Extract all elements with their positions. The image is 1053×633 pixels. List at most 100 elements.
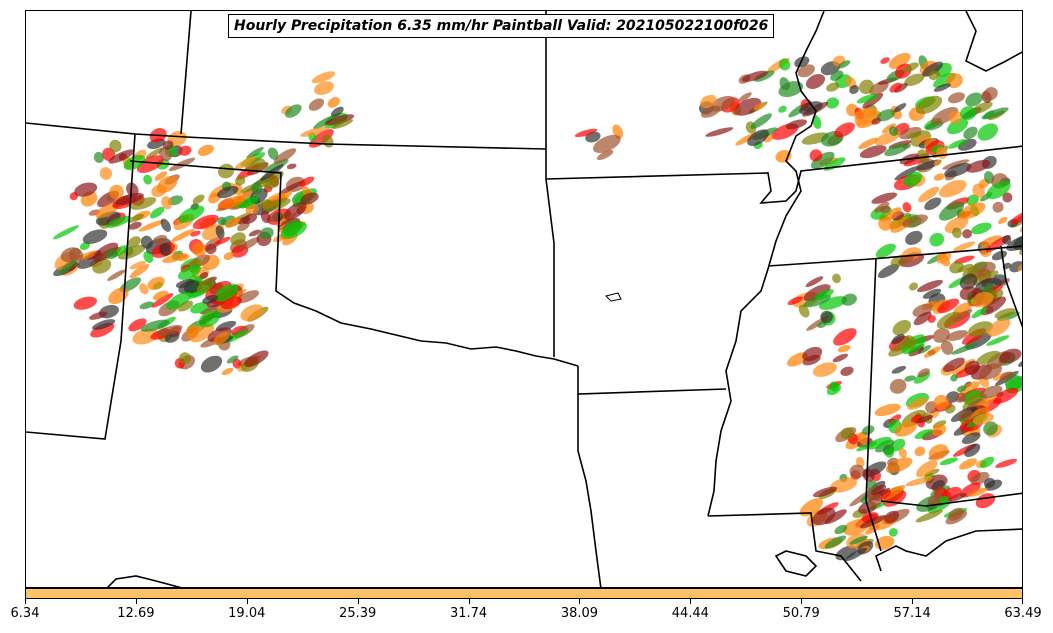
precip-blob — [256, 170, 284, 188]
precip-blob — [797, 64, 815, 78]
precip-blob — [117, 244, 146, 260]
precip-blob — [869, 81, 889, 95]
precip-blob — [854, 108, 872, 121]
precip-blob — [834, 524, 848, 535]
precip-blob — [810, 151, 835, 169]
precip-blob — [868, 492, 883, 507]
precip-blob — [834, 122, 855, 138]
precip-blob — [74, 182, 98, 197]
precip-blob — [218, 163, 235, 179]
precip-blob — [840, 427, 854, 440]
precip-blob — [938, 180, 967, 198]
precip-blob — [109, 184, 124, 200]
border-line — [545, 145, 1022, 204]
precip-blob — [178, 145, 192, 156]
precip-blob — [143, 174, 153, 185]
precip-blob — [939, 457, 959, 466]
precip-blob — [979, 385, 1003, 399]
precip-blob — [844, 547, 868, 562]
border-line — [129, 160, 579, 367]
precip-blob — [958, 202, 986, 220]
precip-blob — [946, 330, 969, 341]
precip-blob — [189, 323, 215, 343]
precip-blob — [936, 251, 952, 264]
precip-blob — [915, 509, 943, 523]
precip-blob — [108, 149, 135, 164]
precip-blob — [223, 251, 235, 261]
precip-blob — [937, 298, 960, 314]
precip-blob — [962, 229, 972, 239]
border-line — [26, 133, 136, 440]
precip-blob — [884, 143, 909, 157]
precip-blob — [82, 229, 108, 244]
border-line — [1000, 245, 1022, 328]
precip-blob — [162, 140, 174, 150]
precip-blob — [825, 97, 840, 109]
precip-blob — [928, 444, 949, 461]
precip-blob — [238, 196, 259, 209]
precip-blob — [240, 237, 260, 250]
precip-blob — [903, 171, 923, 188]
precip-blob — [237, 221, 250, 232]
precip-blob — [967, 321, 994, 337]
precip-blob — [891, 365, 907, 374]
precip-blob — [192, 214, 219, 230]
precip-blob — [1018, 357, 1022, 367]
colorbar-tick-label: 31.74 — [449, 606, 488, 621]
precip-blob — [983, 421, 998, 436]
precip-blob — [165, 291, 192, 310]
precip-blob — [73, 296, 97, 310]
precip-blob — [956, 385, 967, 393]
precip-blob — [916, 459, 938, 478]
precip-blob — [903, 62, 919, 72]
precip-blob — [977, 123, 999, 141]
precip-blob — [147, 276, 165, 290]
precip-blob — [976, 350, 1001, 365]
precip-blob — [945, 404, 956, 414]
colorbar-tick — [912, 599, 914, 604]
precip-blob — [959, 381, 980, 396]
precip-blob — [93, 151, 104, 163]
precip-blob — [311, 71, 336, 84]
precip-blob — [888, 125, 899, 137]
precip-blob — [127, 236, 141, 248]
colorbar-tick-label: 19.04 — [228, 606, 266, 621]
precip-blob — [574, 128, 598, 138]
colorbar-tick — [579, 599, 581, 604]
precip-blob — [991, 250, 1008, 261]
border-line — [707, 11, 825, 517]
precip-blob — [832, 353, 848, 363]
border-line — [577, 366, 727, 395]
precip-blob — [979, 456, 995, 468]
precip-blob — [999, 348, 1022, 364]
precip-blob — [244, 350, 269, 367]
precip-blob — [978, 363, 1003, 380]
precip-blob — [909, 282, 918, 291]
precip-blob — [123, 154, 146, 171]
precip-blob — [149, 206, 165, 219]
precip-blob — [871, 117, 882, 125]
colorbar-tick-label: 25.39 — [339, 606, 377, 621]
precip-blob — [299, 176, 315, 187]
precip-blob — [994, 308, 1016, 319]
precip-blob — [889, 378, 907, 394]
precip-blob — [801, 132, 830, 145]
precip-blob — [812, 115, 822, 130]
precip-blob — [888, 52, 911, 69]
precip-blob — [832, 273, 841, 284]
precip-blob — [889, 82, 902, 93]
precip-blob — [987, 318, 1011, 337]
precip-blob — [905, 476, 934, 487]
precip-blob — [331, 119, 354, 129]
precip-blob — [159, 243, 172, 256]
precip-blob — [961, 432, 981, 445]
precip-blob — [91, 319, 116, 330]
colorbar-tick-label: 38.09 — [560, 606, 599, 621]
precip-blob — [865, 436, 892, 450]
precip-blob — [918, 186, 940, 203]
precip-blob — [260, 199, 272, 207]
border-line — [577, 394, 602, 587]
precip-blob — [944, 216, 969, 234]
precip-blob — [980, 235, 1003, 247]
precip-blob — [803, 284, 831, 302]
